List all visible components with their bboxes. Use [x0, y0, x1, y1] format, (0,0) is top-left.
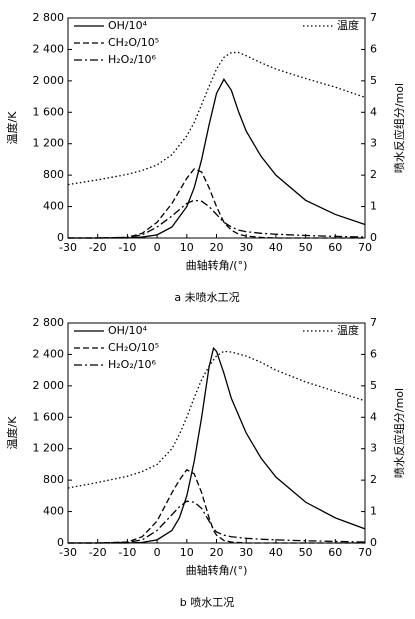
y-tick-label: 2 400: [33, 42, 65, 55]
x-tick-label: 30: [239, 546, 253, 559]
y2-axis-label: 喷水反应组分/mol: [392, 83, 406, 173]
legend-label: OH/10⁴: [108, 324, 148, 337]
x-tick-label: 60: [328, 546, 342, 559]
series-line: [68, 346, 366, 544]
y2-tick-label: 7: [370, 316, 377, 329]
x-tick-label: 20: [210, 546, 224, 559]
x-tick-label: -10: [118, 241, 136, 254]
x-tick-label: 0: [154, 546, 161, 559]
y-tick-label: 0: [57, 536, 64, 549]
y2-tick-label: 6: [370, 42, 377, 55]
y-tick-label: 2 000: [33, 74, 65, 87]
caption: b 喷水工况: [180, 596, 234, 609]
x-tick-label: 40: [269, 546, 283, 559]
y2-tick-label: 6: [370, 347, 377, 360]
y-tick-label: 2 400: [33, 347, 65, 360]
y-tick-label: 2 800: [33, 316, 65, 329]
legend-label: CH₂O/10⁵: [108, 36, 159, 49]
x-tick-label: 70: [358, 546, 372, 559]
y-tick-label: 1 200: [33, 442, 65, 455]
y-tick-label: 1 600: [33, 105, 65, 118]
x-tick-label: 50: [299, 241, 313, 254]
series-line: [68, 78, 366, 239]
x-tick-label: -30: [59, 546, 77, 559]
y-axis-label: 温度/K: [5, 111, 19, 145]
y-tick-label: 1 200: [33, 137, 65, 150]
x-tick-label: -10: [118, 546, 136, 559]
y2-axis-label: 喷水反应组分/mol: [392, 388, 406, 478]
x-axis-label: 曲轴转角/(°): [186, 258, 248, 272]
legend-label: H₂O₂/10⁶: [108, 53, 156, 66]
x-tick-label: 30: [239, 241, 253, 254]
y2-tick-label: 1: [370, 505, 377, 518]
y-tick-label: 1 600: [33, 410, 65, 423]
y2-tick-label: 2: [370, 168, 377, 181]
x-tick-label: 20: [210, 241, 224, 254]
y2-tick-label: 5: [370, 74, 377, 87]
x-tick-label: 50: [299, 546, 313, 559]
y2-tick-label: 3: [370, 442, 377, 455]
y-tick-label: 400: [43, 505, 64, 518]
y2-tick-label: 4: [370, 105, 377, 118]
series-line: [68, 500, 366, 544]
x-tick-label: -20: [89, 241, 107, 254]
y2-tick-label: 3: [370, 137, 377, 150]
x-axis-label: 曲轴转角/(°): [186, 563, 248, 577]
legend-label: H₂O₂/10⁶: [108, 358, 156, 371]
x-tick-label: -20: [89, 546, 107, 559]
y2-tick-label: 0: [370, 536, 377, 549]
y-tick-label: 800: [43, 473, 64, 486]
x-tick-label: -30: [59, 241, 77, 254]
series-line: [68, 168, 365, 239]
x-tick-label: 70: [358, 241, 372, 254]
x-tick-label: 10: [180, 546, 194, 559]
y-tick-label: 800: [43, 168, 64, 181]
series-line: [67, 51, 366, 186]
legend-label: CH₂O/10⁵: [108, 341, 159, 354]
x-tick-label: 60: [328, 241, 342, 254]
legend-label: 温度: [337, 18, 359, 32]
series-line: [67, 350, 366, 489]
y-axis-label: 温度/K: [5, 416, 19, 450]
series-line: [68, 199, 366, 239]
y2-tick-label: 0: [370, 231, 377, 244]
y2-tick-label: 4: [370, 410, 377, 423]
caption: a 未喷水工况: [174, 291, 239, 304]
y2-tick-label: 7: [370, 11, 377, 24]
y-tick-label: 2 800: [33, 11, 65, 24]
series-line: [68, 468, 365, 544]
y-tick-label: 2 000: [33, 379, 65, 392]
x-tick-label: 0: [154, 241, 161, 254]
y2-tick-label: 1: [370, 200, 377, 213]
legend-label: 温度: [337, 323, 359, 337]
legend-label: OH/10⁴: [108, 19, 148, 32]
x-tick-label: 40: [269, 241, 283, 254]
x-tick-label: 10: [180, 241, 194, 254]
y-tick-label: 0: [57, 231, 64, 244]
y2-tick-label: 5: [370, 379, 377, 392]
y-tick-label: 400: [43, 200, 64, 213]
y2-tick-label: 2: [370, 473, 377, 486]
